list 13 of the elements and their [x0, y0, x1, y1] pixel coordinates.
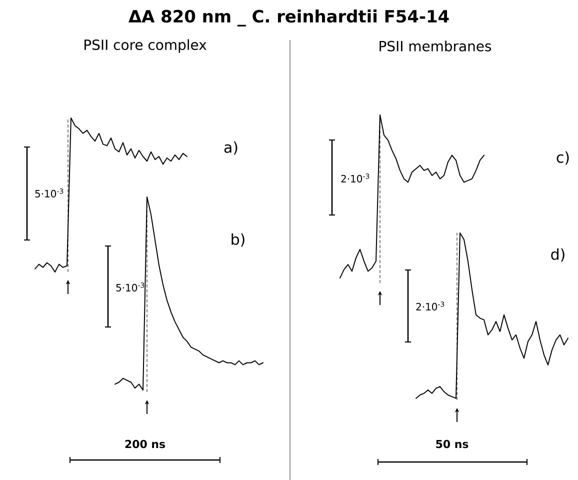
- annotation: 2·10$^{-3}$: [341, 174, 370, 182]
- annotation: 5·10$^{-3}$: [116, 282, 144, 292]
- annotation: d): [551, 248, 564, 262]
- text: c): [556, 151, 569, 165]
- text: a): [224, 141, 238, 155]
- text: 50 ns: [436, 440, 468, 448]
- text: ΔA 820 nm _ C. reinhardtii F54-14: [128, 10, 449, 26]
- annotation: 2·10$^{-3}$: [416, 302, 444, 310]
- text: 200 ns: [125, 440, 165, 448]
- chart-subtitle: PSII membranes: [380, 40, 492, 52]
- annotation: 5·10$^{-3}$: [35, 188, 64, 198]
- chart-subtitle: PSII core complex: [84, 39, 206, 53]
- annotation: b): [232, 233, 244, 247]
